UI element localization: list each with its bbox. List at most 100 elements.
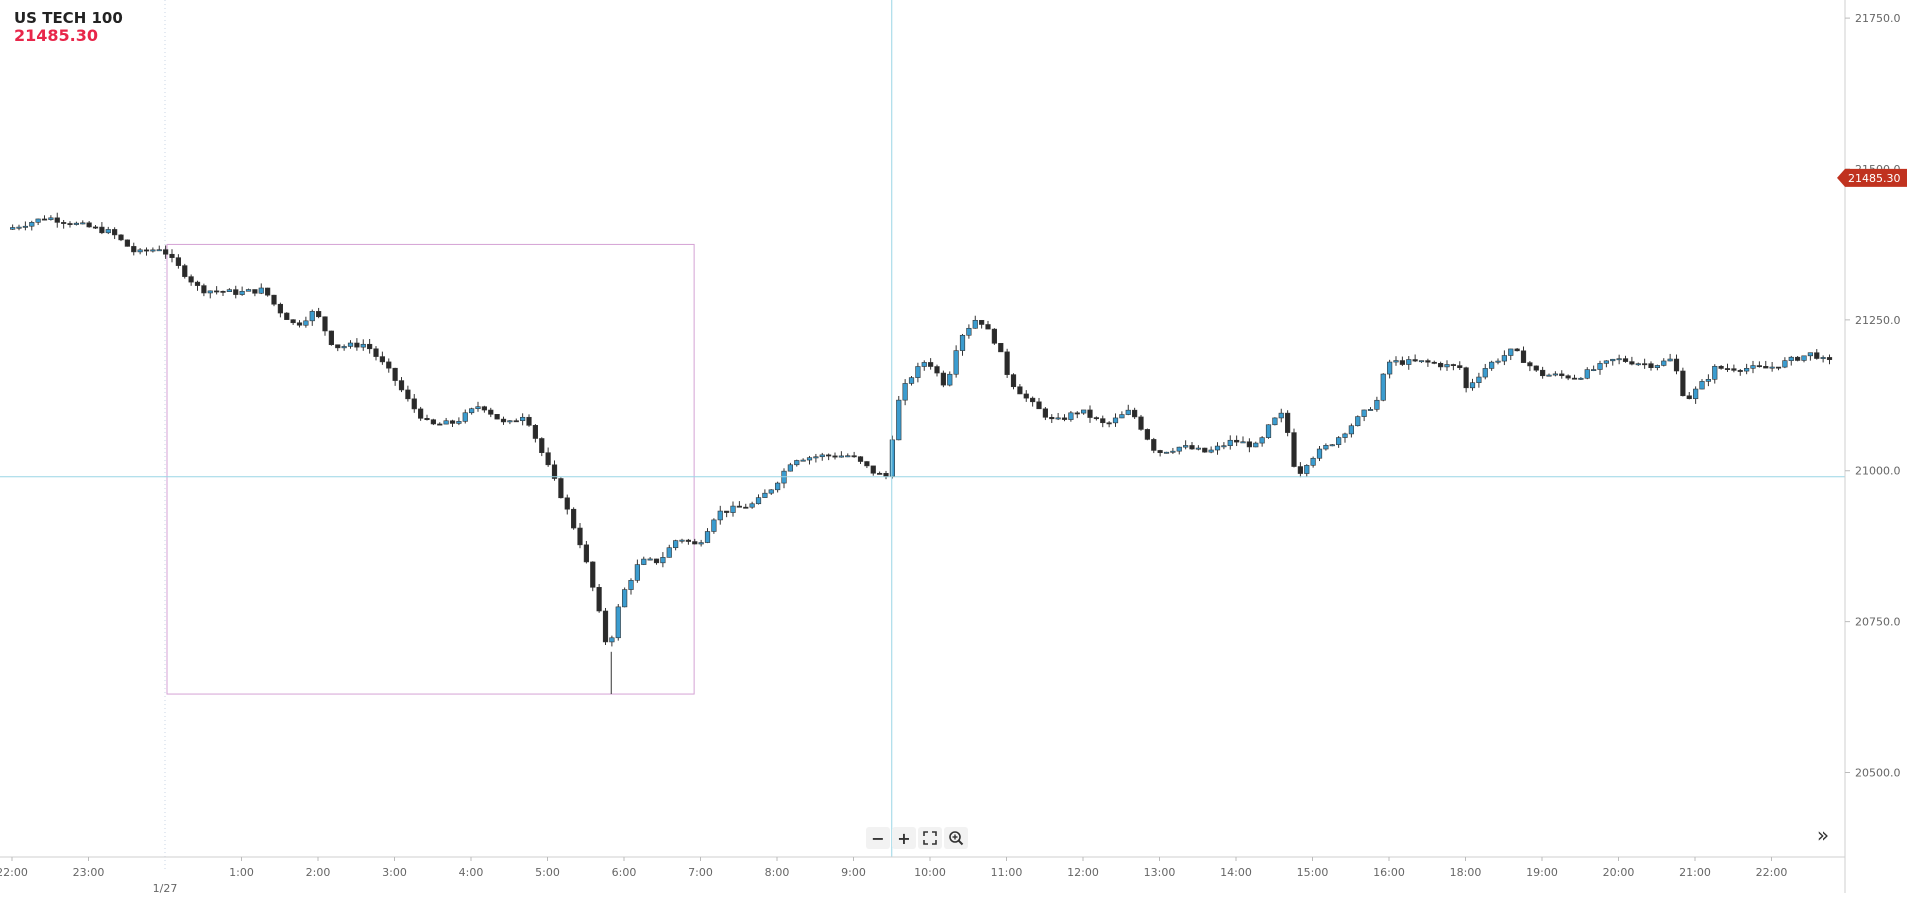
- candle: [16, 224, 22, 231]
- candle: [724, 510, 730, 518]
- candle: [182, 263, 188, 279]
- candle: [908, 375, 915, 386]
- candle-body: [475, 406, 481, 410]
- candle: [966, 324, 972, 339]
- candle-body: [1151, 439, 1157, 451]
- candle: [1329, 444, 1335, 447]
- candle-body: [526, 416, 532, 426]
- zoom-out-button[interactable]: −: [866, 827, 890, 849]
- x-tick-label: 19:00: [1526, 866, 1558, 879]
- candle: [1527, 361, 1533, 372]
- candle-body: [870, 465, 876, 474]
- candle: [1023, 390, 1029, 402]
- candle-body: [1017, 386, 1023, 395]
- candle-body: [908, 377, 915, 384]
- candle-body: [1323, 445, 1329, 450]
- candle: [194, 280, 201, 291]
- candle-body: [1718, 365, 1724, 369]
- candle: [1686, 391, 1692, 400]
- candle-body: [201, 285, 207, 294]
- candle: [558, 477, 564, 499]
- candle-body: [641, 558, 647, 565]
- candle-body: [156, 249, 162, 252]
- candle-body: [896, 399, 902, 441]
- plus-icon: +: [897, 828, 911, 848]
- candle-body: [1418, 360, 1425, 363]
- candle: [1291, 428, 1297, 468]
- candle: [985, 320, 991, 330]
- candle: [1221, 442, 1227, 450]
- candle-body: [755, 497, 762, 505]
- candle: [979, 319, 985, 329]
- candle: [41, 215, 48, 221]
- candle: [877, 471, 883, 475]
- candle-body: [41, 218, 48, 221]
- candle-body: [1087, 409, 1093, 418]
- candle: [711, 518, 717, 534]
- x-tick-label: 8:00: [765, 866, 790, 879]
- candle: [1744, 363, 1750, 375]
- candle-body: [1074, 412, 1080, 415]
- candle: [328, 330, 334, 346]
- candle: [806, 455, 813, 465]
- candle-body: [1049, 417, 1055, 420]
- candle-body: [252, 289, 258, 294]
- candle-body: [424, 418, 430, 421]
- candle: [112, 227, 118, 240]
- magnify-button[interactable]: [944, 827, 968, 849]
- candle-body: [794, 460, 800, 466]
- candle: [513, 418, 519, 423]
- candle: [1010, 373, 1017, 390]
- candle: [424, 414, 430, 421]
- candle-body: [1221, 445, 1227, 448]
- candle: [953, 345, 959, 378]
- candle-body: [194, 281, 201, 286]
- candle-body: [265, 287, 271, 296]
- candle: [1202, 447, 1208, 453]
- candle: [647, 557, 653, 561]
- candle: [787, 462, 793, 472]
- candle-body: [826, 454, 832, 457]
- candle: [48, 215, 54, 221]
- x-axis: 22:00 23:00 1:00 2:00 3:00 4:00 5:00 6:00 7:00 8:…: [0, 856, 1845, 895]
- candle-body: [22, 225, 28, 228]
- candle: [437, 422, 443, 426]
- y-tick-label: 20500.0: [1855, 767, 1901, 780]
- candle: [1476, 372, 1482, 388]
- candle: [207, 290, 213, 299]
- price-tag-shape: [1837, 168, 1907, 187]
- candle-body: [1227, 439, 1233, 446]
- candle-body: [1680, 370, 1686, 397]
- candle-body: [1565, 375, 1571, 379]
- candle: [539, 437, 545, 457]
- candle: [137, 248, 143, 255]
- candle-body: [35, 218, 41, 223]
- candle: [1061, 414, 1068, 422]
- candle: [998, 342, 1004, 353]
- scroll-to-latest-button[interactable]: »: [1808, 822, 1838, 848]
- candle: [520, 413, 526, 426]
- candle-body: [1622, 358, 1629, 362]
- x-tick-label: 18:00: [1450, 866, 1482, 879]
- candle: [1775, 366, 1782, 371]
- fit-screen-button[interactable]: [918, 827, 942, 849]
- candle-body: [10, 227, 16, 230]
- candle: [105, 226, 111, 235]
- x-tick-label: 11:00: [991, 866, 1023, 879]
- candle: [239, 286, 245, 296]
- candle: [252, 289, 258, 297]
- candle-body: [583, 544, 589, 563]
- candle-body: [832, 455, 838, 458]
- candle: [10, 224, 16, 230]
- zoom-in-button[interactable]: +: [892, 827, 916, 849]
- candle-body: [857, 456, 864, 462]
- candle-body: [322, 316, 328, 332]
- candle-body: [418, 408, 424, 419]
- candle-body: [143, 249, 150, 252]
- candle-body: [1533, 365, 1539, 371]
- candle: [469, 407, 475, 415]
- candle: [1622, 355, 1629, 363]
- candle: [360, 339, 366, 351]
